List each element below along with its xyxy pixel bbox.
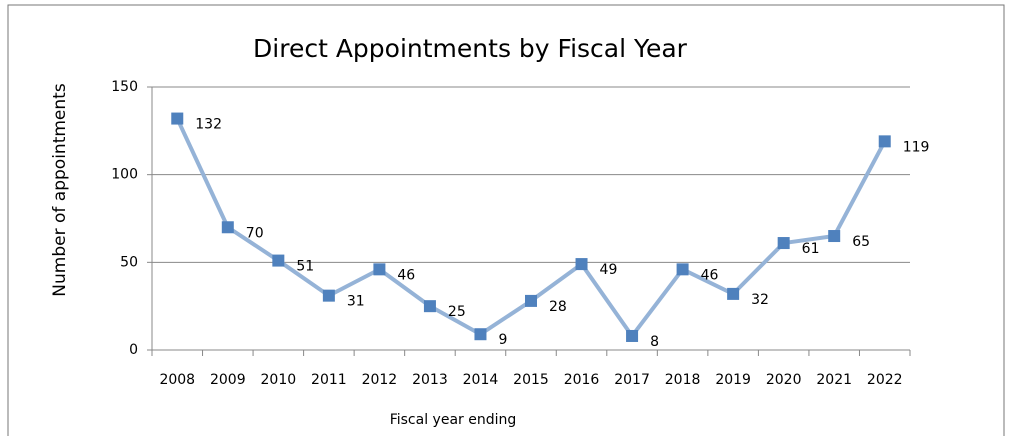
data-label: 31 <box>347 294 365 310</box>
data-label: 46 <box>701 267 719 283</box>
data-label: 8 <box>650 334 659 350</box>
y-tick-label: 0 <box>129 342 138 358</box>
x-axis-label: Fiscal year ending <box>390 412 517 428</box>
y-axis-label: Number of appointments <box>50 83 70 297</box>
data-label: 49 <box>600 262 618 278</box>
x-tick-label: 2016 <box>564 372 600 388</box>
y-tick-label: 100 <box>111 167 138 183</box>
marker <box>777 237 790 250</box>
data-label: 28 <box>549 299 567 315</box>
marker <box>676 263 689 276</box>
data-label: 51 <box>296 259 314 275</box>
x-tick-label: 2008 <box>159 372 195 388</box>
data-label: 32 <box>751 292 769 308</box>
y-tick-label: 150 <box>111 79 138 95</box>
marker <box>525 294 537 307</box>
chart-border <box>7 4 1005 436</box>
x-tick-label: 2011 <box>311 372 347 388</box>
x-tick-label: 2018 <box>665 372 701 388</box>
marker <box>474 328 487 341</box>
data-label: 9 <box>498 332 507 348</box>
data-label: 65 <box>852 234 870 250</box>
marker <box>171 112 184 125</box>
x-tick-label: 2009 <box>210 372 246 388</box>
x-tick-label: 2014 <box>463 372 499 388</box>
y-tick-label: 50 <box>120 254 138 270</box>
x-tick-label: 2019 <box>715 372 751 388</box>
x-tick-label: 2012 <box>362 372 398 388</box>
chart-title: Direct Appointments by Fiscal Year <box>253 34 688 63</box>
marker <box>322 289 335 302</box>
x-tick-label: 2021 <box>816 372 852 388</box>
marker <box>727 287 740 300</box>
data-label: 70 <box>246 225 264 241</box>
x-tick-label: 2020 <box>766 372 802 388</box>
data-label: 61 <box>802 241 820 257</box>
marker <box>373 263 386 276</box>
x-tick-label: 2015 <box>513 372 549 388</box>
data-label: 46 <box>397 267 415 283</box>
marker <box>878 135 891 148</box>
x-tick-label: 2022 <box>867 372 903 388</box>
data-label: 25 <box>448 304 466 320</box>
x-tick-label: 2013 <box>412 372 448 388</box>
x-tick-label: 2017 <box>614 372 650 388</box>
marker <box>221 221 234 234</box>
data-label: 132 <box>195 117 222 133</box>
marker <box>272 254 285 267</box>
marker <box>828 230 841 243</box>
marker <box>626 329 639 342</box>
marker <box>423 300 436 313</box>
data-label: 119 <box>903 139 930 155</box>
x-tick-label: 2010 <box>261 372 297 388</box>
marker <box>575 258 588 271</box>
